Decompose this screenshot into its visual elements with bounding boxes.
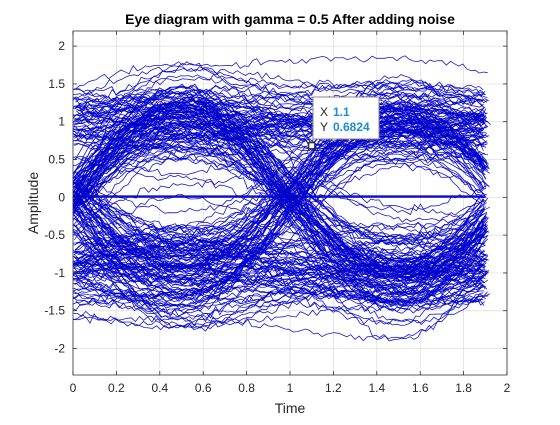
- eye-trace: [73, 241, 486, 305]
- eye-trace: [76, 96, 490, 233]
- eye-trace: [73, 85, 484, 115]
- x-tick-label: 2: [504, 381, 511, 395]
- eye-trace: [75, 143, 489, 307]
- eye-trace: [76, 128, 490, 267]
- eye-trace: [73, 108, 485, 267]
- eye-trace: [73, 131, 486, 194]
- eye-trace: [74, 204, 488, 287]
- x-tick-label: 1.6: [412, 381, 429, 395]
- eye-trace: [73, 192, 484, 262]
- y-tick-label: -0.5: [44, 228, 65, 242]
- datatip[interactable]: X 1.1 Y 0.6824: [308, 96, 380, 150]
- x-tick-label: 1: [287, 381, 294, 395]
- x-tick-labels: 0 0.2 0.4 0.6 0.8 1 1.2 1.4 1.6 1.8 2: [70, 381, 511, 395]
- eye-trace: [75, 99, 489, 283]
- eye-trace: [73, 157, 485, 256]
- datatip-x-label: X: [320, 105, 328, 119]
- eye-trace: [73, 92, 484, 203]
- eye-trace: [73, 212, 486, 293]
- eye-trace: [74, 123, 487, 228]
- eye-trace: [73, 238, 484, 264]
- x-tick-label: 0.8: [238, 381, 255, 395]
- eye-trace: [73, 224, 486, 263]
- signal-traces: [73, 55, 491, 342]
- eye-trace: [74, 90, 488, 186]
- x-tick-label: 1.4: [368, 381, 385, 395]
- y-tick-label: 1.5: [48, 77, 65, 91]
- eye-trace: [77, 121, 490, 237]
- eye-trace: [73, 66, 485, 99]
- x-tick-label: 1.8: [455, 381, 472, 395]
- eye-trace: [73, 102, 486, 260]
- y-axis-label: Amplitude: [25, 172, 41, 234]
- eye-trace: [73, 261, 483, 300]
- y-tick-label: 2: [58, 39, 65, 53]
- eye-trace: [74, 200, 488, 261]
- x-tick-label: 0.2: [108, 381, 125, 395]
- eye-trace: [73, 91, 484, 307]
- eye-trace: [73, 264, 483, 308]
- y-tick-label: -1: [54, 266, 65, 280]
- eye-trace: [75, 143, 488, 236]
- chart-title: Eye diagram with gamma = 0.5 After addin…: [125, 11, 455, 27]
- eye-trace: [73, 126, 485, 253]
- x-tick-label: 0.4: [151, 381, 168, 395]
- eye-trace: [73, 106, 485, 201]
- y-tick-labels: -2 -1.5 -1 -0.5 0 0.5 1 1.5 2: [44, 39, 65, 355]
- eye-trace: [73, 119, 484, 135]
- eye-trace: [73, 89, 484, 284]
- eye-trace: [73, 223, 486, 275]
- eye-trace: [74, 89, 488, 279]
- eye-trace: [73, 143, 485, 305]
- eye-trace: [73, 229, 486, 329]
- x-tick-label: 0: [70, 381, 77, 395]
- eye-trace: [75, 83, 488, 166]
- y-tick-label: 1: [58, 115, 65, 129]
- y-tick-label: 0: [58, 190, 65, 204]
- eye-trace: [76, 124, 490, 266]
- eye-trace: [73, 105, 487, 214]
- x-tick-label: 1.2: [325, 381, 342, 395]
- eye-trace: [74, 217, 488, 342]
- eye-trace: [73, 131, 484, 269]
- eye-trace: [74, 55, 488, 160]
- eye-trace: [73, 190, 487, 273]
- eye-trace: [73, 99, 484, 222]
- datatip-y-value: 0.6824: [333, 120, 370, 134]
- eye-trace: [75, 151, 488, 324]
- y-tick-label: -1.5: [44, 304, 65, 318]
- x-tick-label: 0.6: [195, 381, 212, 395]
- eye-trace: [73, 256, 487, 304]
- datatip-y-label: Y: [320, 120, 328, 134]
- eye-trace: [74, 162, 488, 285]
- eye-trace: [73, 116, 486, 202]
- eye-trace: [73, 81, 486, 117]
- eye-trace: [73, 119, 486, 275]
- datatip-x-value: 1.1: [333, 105, 350, 119]
- datatip-marker[interactable]: [308, 142, 316, 150]
- eye-trace: [73, 266, 483, 331]
- eye-trace: [73, 83, 484, 177]
- axis-ticks: [72, 31, 508, 375]
- x-axis-label: Time: [275, 400, 306, 416]
- y-tick-label: -2: [54, 342, 65, 356]
- eye-trace: [73, 121, 487, 300]
- eye-trace: [73, 104, 487, 283]
- y-tick-label: 0.5: [48, 153, 65, 167]
- datatip-box: [312, 96, 380, 140]
- eye-trace: [73, 116, 484, 167]
- eye-trace: [73, 228, 480, 277]
- eye-trace: [74, 251, 487, 291]
- eye-trace: [73, 241, 485, 266]
